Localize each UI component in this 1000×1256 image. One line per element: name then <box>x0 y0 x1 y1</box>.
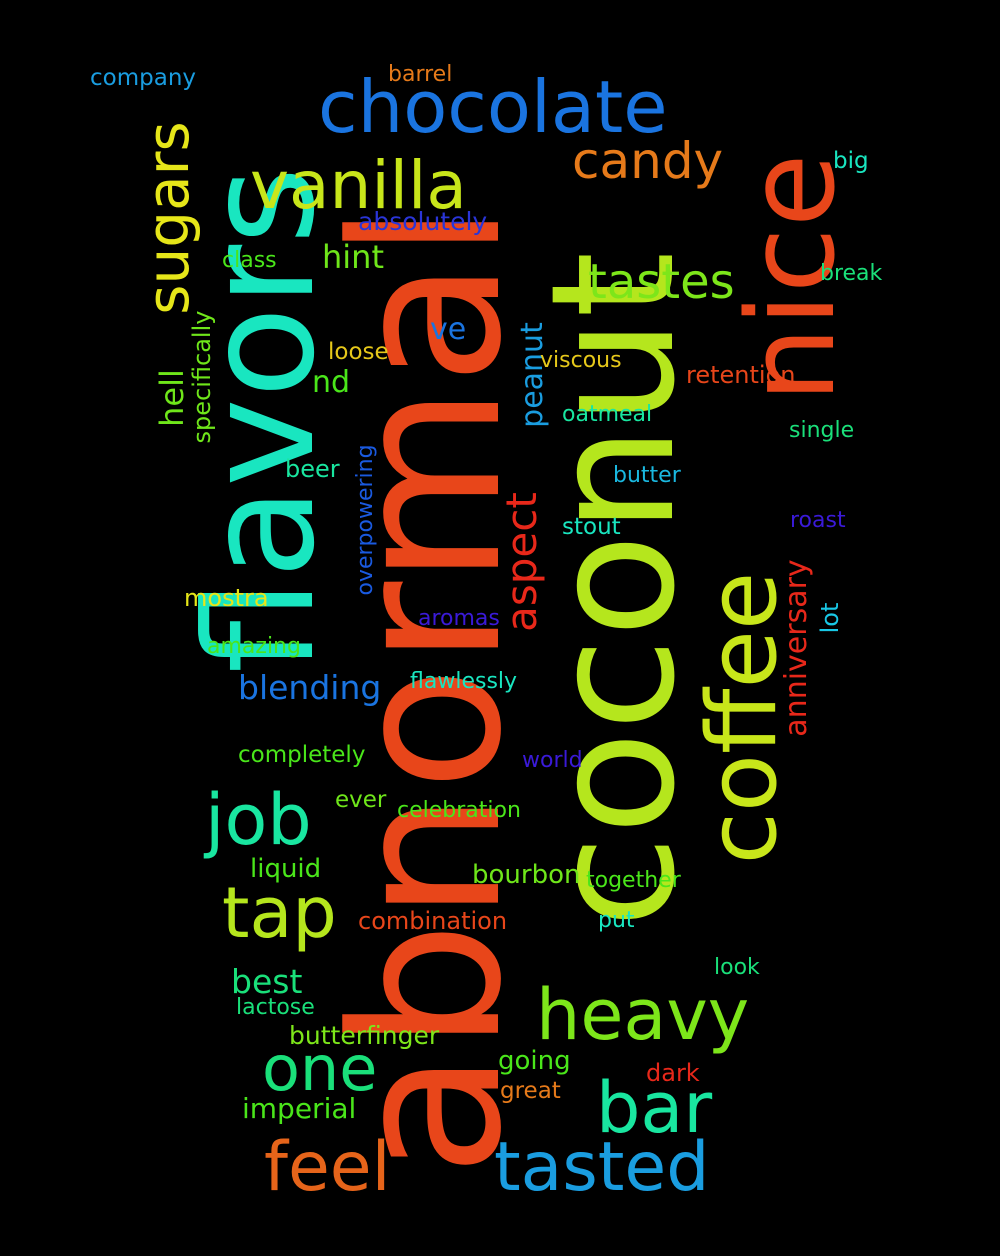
word-abnormal: abnormal <box>309 203 547 1177</box>
word-candy: candy <box>572 132 723 190</box>
word-flavors: flavors <box>174 167 348 674</box>
word-bourbon: bourbon <box>472 860 580 890</box>
word-combination: combination <box>358 907 507 935</box>
word-sugars: sugars <box>134 121 202 314</box>
word-company: company <box>90 65 196 91</box>
word-butter: butter <box>613 463 682 488</box>
word-hint: hint <box>322 238 384 276</box>
word-peanut: peanut <box>515 322 550 428</box>
word-tastes: tastes <box>588 254 735 310</box>
word-coconut: coconut <box>515 251 713 928</box>
word-specifically: specifically <box>188 311 216 444</box>
word-barrel: barrel <box>388 62 452 87</box>
word-viscous: viscous <box>540 348 622 373</box>
word-stout: stout <box>562 514 621 540</box>
word-great: great <box>500 1078 561 1104</box>
word-world: world <box>522 748 583 773</box>
word-aromas: aromas <box>418 606 500 631</box>
word-ever: ever <box>335 787 387 813</box>
word-going: going <box>498 1046 571 1076</box>
word-lactose: lactose <box>236 995 315 1020</box>
word-nd: nd <box>312 365 350 400</box>
word-retention: retention <box>686 361 795 389</box>
word-hell: hell <box>153 369 191 427</box>
word-tap: tap <box>222 872 337 954</box>
word-look: look <box>714 955 760 980</box>
word-roast: roast <box>790 508 846 533</box>
word-heavy: heavy <box>536 974 749 1056</box>
word-chocolate: chocolate <box>318 65 668 149</box>
word-celebration: celebration <box>397 798 521 823</box>
word-overpowering: overpowering <box>353 444 378 595</box>
word-anniversary: anniversary <box>779 559 814 736</box>
word-loose: loose <box>328 339 389 365</box>
word-coffee: coffee <box>688 572 798 865</box>
word-break: break <box>820 261 883 286</box>
word-aspect: aspect <box>497 492 546 632</box>
word-absolutely: absolutely <box>358 207 487 236</box>
word-butterfinger: butterfinger <box>289 1021 440 1050</box>
word-amazing: amazing <box>207 634 301 659</box>
word-completely: completely <box>238 742 365 768</box>
word-bar: bar <box>596 1067 712 1149</box>
word-dark: dark <box>646 1059 700 1087</box>
word-single: single <box>789 418 854 443</box>
word-feel: feel <box>264 1128 391 1207</box>
word-together: together <box>586 868 682 893</box>
word-vanilla: vanilla <box>250 147 467 224</box>
word-ve: ve <box>430 312 466 347</box>
word-beer: beer <box>285 455 340 483</box>
word-flawlessly: flawlessly <box>410 669 517 694</box>
word-liquid: liquid <box>250 854 321 884</box>
word-mostra: mostra <box>184 584 269 612</box>
word-blending: blending <box>238 668 381 707</box>
word-tasted: tasted <box>494 1128 709 1207</box>
word-class: class <box>222 248 277 273</box>
word-best: best <box>231 962 302 1001</box>
word-lot: lot <box>816 603 844 634</box>
word-one: one <box>262 1032 377 1105</box>
word-big: big <box>833 148 869 174</box>
word-put: put <box>598 908 635 933</box>
word-nice: nice <box>723 153 862 402</box>
word-imperial: imperial <box>242 1092 356 1125</box>
word-oatmeal: oatmeal <box>562 402 652 427</box>
word-job: job <box>203 779 312 861</box>
